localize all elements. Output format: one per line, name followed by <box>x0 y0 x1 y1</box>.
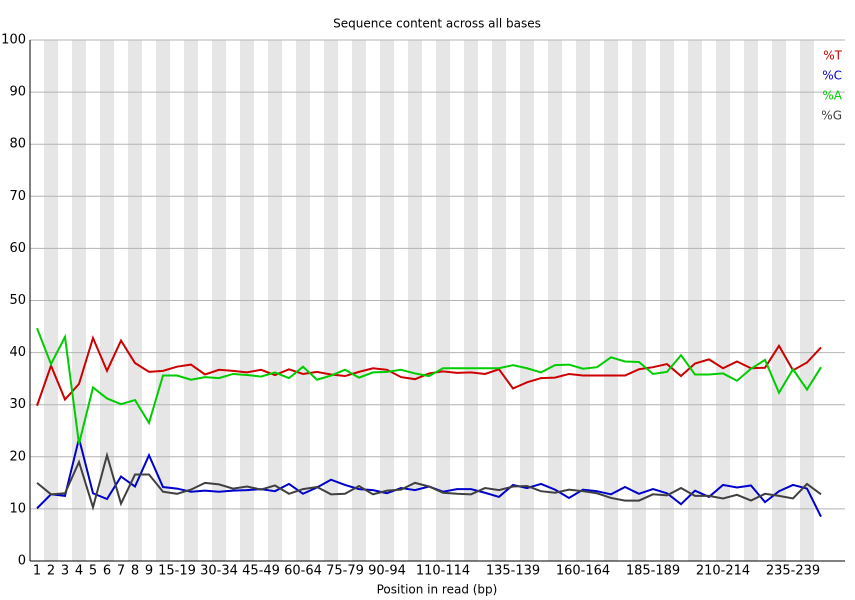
y-tick-label: 40 <box>9 345 26 360</box>
y-tick-label: 90 <box>9 85 26 100</box>
x-tick-label: 75-79 <box>326 564 364 579</box>
x-tick-label: 60-64 <box>284 564 322 579</box>
x-tick-label: 2 <box>47 564 55 579</box>
x-tick-label: 90-94 <box>368 564 406 579</box>
y-tick-label: 80 <box>9 137 26 152</box>
x-tick-label: 6 <box>103 564 111 579</box>
legend-entry: %T <box>823 49 842 63</box>
legend-entry: %C <box>822 69 842 83</box>
x-tick-label: 15-19 <box>158 564 196 579</box>
x-tick-label: 160-164 <box>556 564 610 579</box>
legend-entry: %G <box>821 109 842 123</box>
x-tick-label: 5 <box>89 564 97 579</box>
legend-entry: %A <box>822 89 842 103</box>
y-tick-label: 100 <box>1 33 26 48</box>
x-tick-label: 3 <box>61 564 69 579</box>
x-tick-label: 135-139 <box>486 564 540 579</box>
x-tick-label: 185-189 <box>626 564 680 579</box>
x-tick-label: 7 <box>117 564 125 579</box>
y-tick-label: 70 <box>9 189 26 204</box>
y-tick-label: 60 <box>9 241 26 256</box>
x-tick-label: 8 <box>131 564 139 579</box>
y-tick-label: 50 <box>9 293 26 308</box>
data-line <box>36 451 822 511</box>
y-tick-label: 30 <box>9 397 26 412</box>
x-tick-label: 235-239 <box>766 564 820 579</box>
x-tick-label: 45-49 <box>242 564 280 579</box>
x-tick-label: 1 <box>33 564 41 579</box>
x-tick-label: 110-114 <box>416 564 470 579</box>
y-tick-label: 0 <box>18 554 26 569</box>
x-tick-label: 210-214 <box>696 564 750 579</box>
chart-title: Sequence content across all bases <box>333 17 541 31</box>
y-tick-label: 10 <box>9 501 26 516</box>
x-axis-label: Position in read (bp) <box>377 583 498 597</box>
data-line <box>36 327 822 445</box>
x-tick-label: 30-34 <box>200 564 238 579</box>
x-tick-label: 4 <box>75 564 83 579</box>
x-tick-label: 9 <box>145 564 153 579</box>
y-tick-label: 20 <box>9 449 26 464</box>
